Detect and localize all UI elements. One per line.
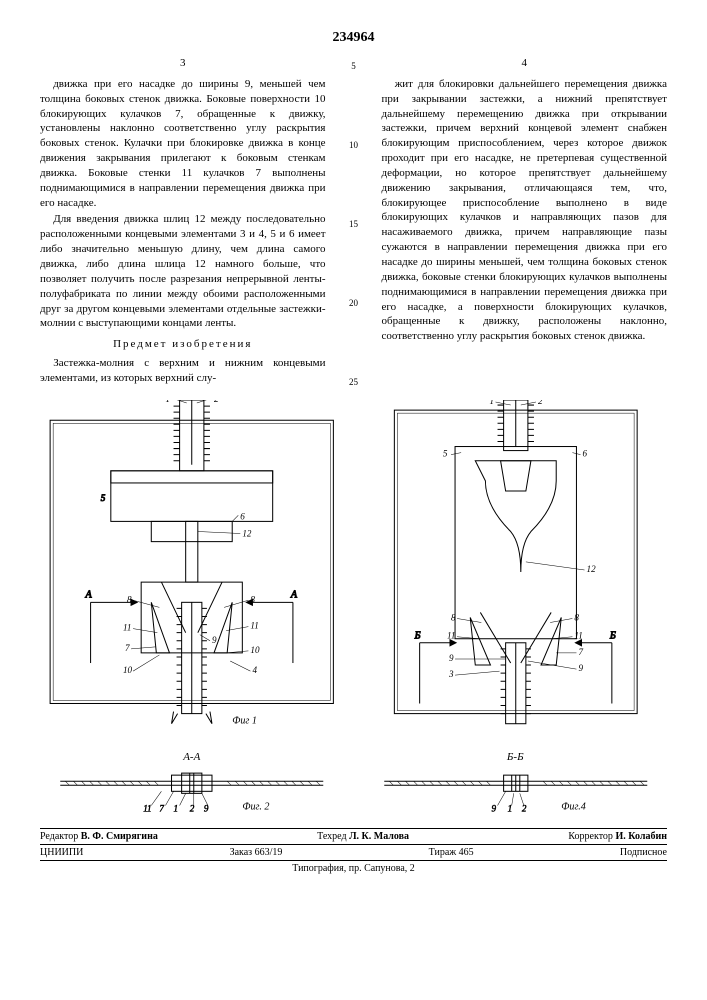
svg-text:8: 8: [127, 594, 132, 604]
svg-text:6: 6: [240, 511, 245, 521]
editor: Редактор В. Ф. Смирягина: [40, 831, 158, 842]
svg-text:11: 11: [250, 620, 258, 630]
left-claim: Застежка-молния с верхним и нижним конце…: [40, 356, 326, 386]
svg-text:1: 1: [489, 400, 494, 406]
fig4-label: Фиг.4: [561, 801, 586, 812]
section-bb-label: Б-Б: [364, 751, 668, 763]
patent-number: 234964: [40, 30, 667, 46]
svg-text:1: 1: [165, 400, 170, 404]
svg-text:11: 11: [123, 622, 131, 632]
svg-text:9: 9: [212, 635, 217, 645]
footer-order: ЦНИИПИ Заказ 663/19 Тираж 465 Подписное: [40, 844, 667, 858]
left-para-1: движка при его насадке до ширины 9, мень…: [40, 77, 326, 211]
left-column: 3 движка при его насадке до ширины 9, ме…: [40, 56, 326, 388]
svg-text:7: 7: [125, 643, 130, 653]
svg-text:7: 7: [159, 803, 164, 813]
svg-text:А: А: [290, 589, 298, 600]
svg-text:2: 2: [538, 400, 543, 406]
section-aa-label: А-А: [40, 751, 344, 763]
right-para: жит для блокировки дальнейшего перемещен…: [382, 77, 668, 344]
svg-text:1: 1: [507, 803, 512, 813]
svg-text:8: 8: [574, 612, 579, 622]
svg-text:6: 6: [582, 448, 587, 458]
line-number: 20: [349, 297, 358, 309]
footer-credits: Редактор В. Ф. Смирягина Техред Л. К. Ма…: [40, 828, 667, 842]
svg-text:9: 9: [578, 663, 583, 673]
left-col-number: 3: [40, 56, 326, 71]
tirage: Тираж 465: [429, 847, 474, 858]
figure-right-column: 1 2 5 6 12: [364, 400, 668, 819]
svg-text:2: 2: [190, 803, 195, 813]
fig3-svg: 1 2 5 6 12: [364, 400, 668, 744]
line-number-gutter: 5 10 15 20 25: [346, 56, 362, 388]
svg-text:8: 8: [451, 612, 456, 622]
subscription: Подписное: [620, 847, 667, 858]
right-col-number: 4: [382, 56, 668, 71]
corrector: Корректор И. Колабин: [568, 831, 667, 842]
svg-text:12: 12: [586, 564, 596, 574]
fig2-label: Фиг. 2: [242, 801, 269, 812]
text-columns: 3 движка при его насадке до ширины 9, ме…: [40, 56, 667, 388]
footer-typography: Типография, пр. Сапунова, 2: [40, 860, 667, 874]
svg-text:10: 10: [250, 645, 260, 655]
line-number: 5: [351, 60, 356, 72]
fig1-svg: 1 2 5 6 12: [40, 400, 344, 744]
svg-text:Б: Б: [608, 630, 615, 641]
svg-text:10: 10: [123, 665, 133, 675]
svg-text:5: 5: [442, 448, 447, 458]
svg-text:3: 3: [447, 669, 453, 679]
svg-text:А: А: [85, 589, 93, 600]
claims-heading: Предмет изобретения: [40, 337, 326, 352]
svg-text:4: 4: [252, 665, 257, 675]
fig4-svg: 9 1 2 Фиг.4: [364, 763, 668, 814]
svg-text:8: 8: [250, 594, 255, 604]
svg-text:Б: Б: [413, 630, 420, 641]
figure-left-column: 1 2 5 6 12: [40, 400, 344, 819]
svg-text:1: 1: [174, 803, 179, 813]
figures-row: 1 2 5 6 12: [40, 400, 667, 819]
svg-text:11: 11: [143, 803, 151, 813]
line-number: 25: [349, 376, 358, 388]
svg-text:11: 11: [446, 630, 454, 640]
svg-text:9: 9: [448, 653, 453, 663]
right-column: 4 жит для блокировки дальнейшего перемещ…: [382, 56, 668, 388]
line-number: 10: [349, 139, 358, 151]
order-number: Заказ 663/19: [230, 847, 283, 858]
svg-text:2: 2: [214, 400, 219, 404]
fig2-svg: 11 7 1 2 9 Фиг. 2: [40, 763, 344, 814]
line-number: 15: [349, 218, 358, 230]
techred: Техред Л. К. Малова: [317, 831, 409, 842]
svg-text:12: 12: [242, 528, 252, 538]
svg-text:7: 7: [578, 647, 583, 657]
svg-text:9: 9: [491, 803, 496, 813]
left-para-2: Для введения движка шлиц 12 между послед…: [40, 212, 326, 331]
fig1-label: Фиг 1: [232, 715, 257, 726]
svg-text:5: 5: [101, 493, 106, 503]
top-element: 5: [101, 471, 273, 522]
svg-text:2: 2: [521, 803, 526, 813]
svg-text:9: 9: [204, 803, 209, 813]
org: ЦНИИПИ: [40, 847, 83, 858]
